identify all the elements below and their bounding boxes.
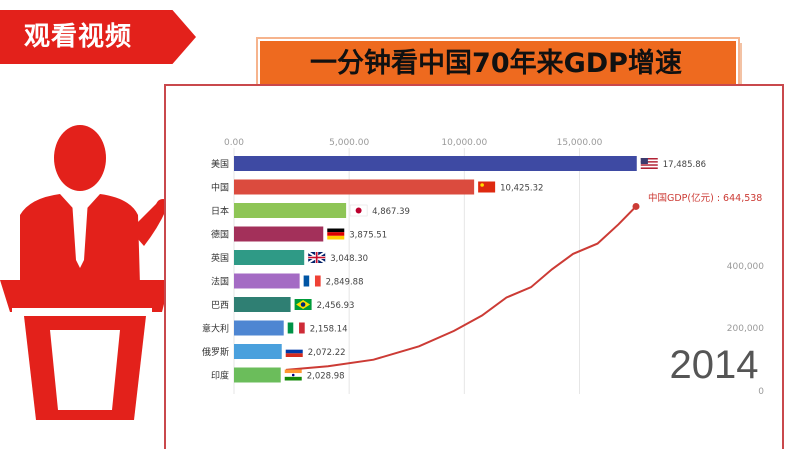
x-tick-label: 5,000.00 [329, 138, 369, 148]
italy-flag-icon [287, 322, 305, 334]
bar-series: 美国 17,485.86 中国 10,425.32 日本 4,867.39 德国 3,875.… [202, 156, 706, 383]
category-label: 印度 [211, 370, 229, 382]
bar-row: 日本 4,867.39 [211, 203, 410, 218]
bar [234, 179, 475, 195]
bar [234, 320, 284, 336]
bar [234, 156, 637, 171]
gdp-line [285, 205, 637, 371]
value-label: 10,425.32 [500, 184, 543, 194]
japan-flag-icon [349, 204, 368, 217]
presenter-icon [0, 125, 170, 420]
brazil-flag-icon [294, 299, 312, 310]
value-label: 2,158.14 [310, 325, 348, 335]
right-tick-label: 200,000 [727, 324, 764, 334]
value-label: 2,849.88 [326, 278, 364, 288]
bar [234, 203, 347, 218]
right-tick-label: 400,000 [727, 262, 764, 272]
gdp-bar-chart: 美国 17,485.86 中国 10,425.32 日本 4,867.39 德国 3,875.… [202, 138, 764, 397]
section-tag [0, 10, 196, 64]
category-label: 日本 [211, 205, 229, 217]
value-label: 2,072.22 [308, 348, 346, 358]
us-flag-icon [640, 158, 658, 169]
france-flag-icon [303, 275, 321, 287]
value-label: 2,028.98 [307, 372, 345, 382]
value-label: 2,456.93 [317, 301, 355, 311]
bar-row: 美国 17,485.86 [211, 156, 706, 171]
bar [234, 226, 324, 242]
category-label: 德国 [211, 229, 229, 241]
category-label: 俄罗斯 [202, 346, 229, 358]
right-axis-ticks: 400,000 200,000 0 [727, 262, 764, 397]
india-flag-icon [284, 369, 302, 381]
bar-row: 法国 2,849.88 [211, 273, 364, 289]
bar [234, 297, 291, 312]
china-flag-icon [478, 181, 496, 193]
x-tick-label: 15,000.00 [557, 138, 603, 148]
x-tick-label: 0.00 [224, 138, 244, 148]
category-label: 中国 [211, 182, 229, 194]
bar [234, 273, 300, 289]
gdp-line-series [285, 202, 640, 371]
bar-row: 德国 3,875.51 [211, 226, 387, 242]
line-end-point [632, 202, 640, 210]
category-label: 巴西 [211, 300, 229, 311]
bar [234, 344, 282, 359]
category-label: 意大利 [202, 323, 229, 335]
category-label: 美国 [211, 158, 229, 170]
value-label: 3,048.30 [330, 254, 368, 264]
x-tick-label: 10,000.00 [441, 138, 487, 148]
bar-row: 俄罗斯 2,072.22 [202, 344, 346, 359]
year-label: 2014 [670, 343, 759, 387]
bar-row: 印度 2,028.98 [211, 367, 345, 383]
value-label: 17,485.86 [663, 160, 706, 170]
uk-flag-icon [307, 251, 326, 264]
line-end-label: 中国GDP(亿元) : 644,538 [648, 192, 762, 204]
bar [234, 250, 305, 265]
x-axis-ticks: 0.00 5,000.00 10,000.00 15,000.00 [224, 138, 603, 148]
russia-flag-icon [285, 346, 303, 357]
video-frame [164, 84, 784, 449]
category-label: 法国 [211, 276, 229, 288]
germany-flag-icon [327, 228, 345, 240]
bar-row: 巴西 2,456.93 [211, 297, 354, 312]
bar-row: 中国 10,425.32 [211, 179, 543, 195]
bar-row: 英国 3,048.30 [211, 250, 368, 265]
section-tag-label: 观看视频 [24, 22, 133, 52]
right-tick-label: 0 [758, 387, 764, 397]
value-label: 3,875.51 [349, 231, 387, 241]
value-label: 4,867.39 [372, 207, 410, 217]
category-label: 英国 [211, 252, 229, 264]
page-title: 一分钟看中国70年来GDP增速 [310, 48, 682, 79]
bar [234, 367, 281, 383]
bar-row: 意大利 2,158.14 [202, 320, 348, 336]
